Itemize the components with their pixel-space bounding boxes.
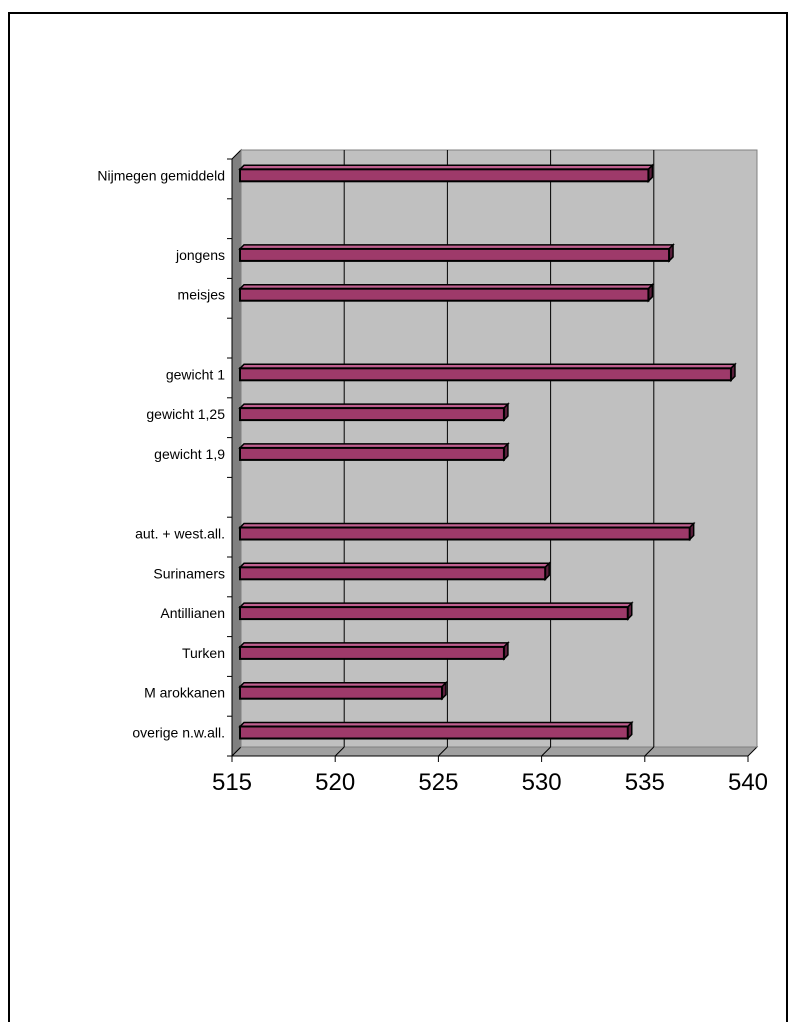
category-label: Antillianen bbox=[160, 605, 225, 621]
x-tick-label: 520 bbox=[315, 769, 355, 796]
chart-floor bbox=[230, 148, 759, 758]
x-tick-label: 515 bbox=[212, 769, 252, 796]
bar bbox=[239, 645, 505, 660]
category-label: aut. + west.all. bbox=[135, 526, 225, 542]
category-label: Surinamers bbox=[153, 565, 225, 581]
category-label: jongens bbox=[175, 247, 225, 263]
category-label: gewicht 1,25 bbox=[146, 406, 225, 422]
x-tick-labels: 515 520 525 530 535 540 bbox=[212, 769, 768, 796]
category-labels: Nijmegen gemiddeld jongens meisjes gewicht … bbox=[97, 167, 225, 740]
x-tick-label: 535 bbox=[625, 769, 665, 796]
category-label: gewicht 1 bbox=[166, 366, 225, 382]
chart-base bbox=[230, 746, 759, 757]
x-tick-label: 525 bbox=[418, 769, 458, 796]
category-label: meisjes bbox=[178, 287, 225, 303]
bar bbox=[239, 685, 443, 700]
bar bbox=[239, 367, 732, 382]
bar bbox=[239, 446, 505, 461]
bar bbox=[239, 168, 650, 183]
category-label: Turken bbox=[182, 645, 225, 661]
category-label: overige n.w.all. bbox=[132, 725, 225, 741]
category-label: M arokkanen bbox=[144, 685, 225, 701]
gridline-floor bbox=[644, 746, 655, 757]
bar bbox=[239, 606, 629, 621]
bar bbox=[239, 566, 547, 581]
x-tick-label: 540 bbox=[728, 769, 768, 796]
gridline-floor bbox=[541, 746, 551, 757]
bar bbox=[239, 407, 505, 422]
gridline-floor bbox=[438, 746, 448, 757]
bar bbox=[239, 725, 629, 740]
gridline-floor bbox=[334, 746, 345, 757]
category-label: gewicht 1,9 bbox=[154, 446, 225, 462]
bar bbox=[239, 526, 691, 541]
page-frame bbox=[8, 12, 788, 1022]
bar bbox=[239, 247, 671, 262]
x-tick-label: 530 bbox=[522, 769, 562, 796]
bar bbox=[239, 287, 650, 302]
category-label: Nijmegen gemiddeld bbox=[97, 167, 225, 183]
bars bbox=[238, 163, 737, 741]
